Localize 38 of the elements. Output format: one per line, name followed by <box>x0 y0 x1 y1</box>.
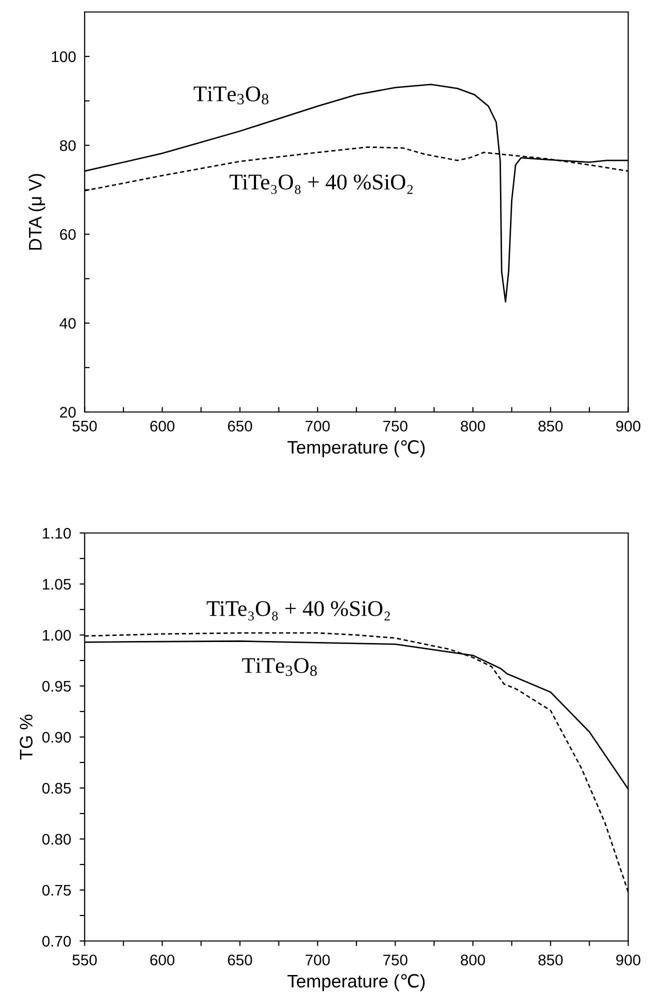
x-tick-label: 700 <box>306 420 330 432</box>
x-axis-title: Temperature (℃) <box>288 974 425 992</box>
x-tick-label: 600 <box>150 420 174 432</box>
series-label: TiTe₃O₈ + 40 %SiO₂ <box>230 174 413 194</box>
x-tick-label: 550 <box>72 954 97 966</box>
x-tick-label: 800 <box>460 420 486 432</box>
y-tick-label: 40 <box>60 318 76 329</box>
x-tick-label: 700 <box>306 954 330 966</box>
y-tick-label: 0.80 <box>42 834 71 845</box>
series-label: TiTe$_{3}$O$_{8}$ <box>194 86 268 104</box>
y-tick-label: 0.90 <box>42 732 71 743</box>
y-tick-label: 0.95 <box>42 680 71 692</box>
x-tick-label: 600 <box>150 954 174 966</box>
x-tick-label: 800 <box>460 954 486 966</box>
y-tick-label: 1.05 <box>42 578 71 590</box>
series-label: TiTe₃O₈ + 40 %SiO₂ <box>206 601 390 620</box>
y-tick-label: 100 <box>52 51 76 62</box>
x-tick-label: 900 <box>616 420 640 432</box>
x-tick-label: 650 <box>228 954 252 966</box>
y-tick-label: 1.10 <box>42 528 71 539</box>
x-tick-label: 900 <box>616 954 640 966</box>
y-axis-title: DTA (μ V) <box>28 174 46 250</box>
series-label: TiTe$_{3}$O$_{8}$ <box>242 658 317 676</box>
x-tick-label: 650 <box>228 420 252 432</box>
y-tick-label: 0.85 <box>42 782 71 794</box>
x-tick-label: 750 <box>383 954 408 966</box>
y-tick-label: 80 <box>60 140 76 152</box>
x-tick-label: 850 <box>538 954 563 966</box>
y-tick-label: 20 <box>60 406 76 418</box>
y-tick-label: 0.70 <box>42 936 71 947</box>
y-tick-label: 0.75 <box>42 884 71 896</box>
x-tick-label: 850 <box>538 420 563 432</box>
x-tick-label: 550 <box>72 420 97 432</box>
x-axis-title: Temperature (℃) <box>288 440 425 458</box>
y-tick-label: 60 <box>60 229 76 240</box>
x-tick-label: 750 <box>383 420 408 432</box>
y-axis-title: TG % <box>20 714 33 760</box>
y-tick-label: 1.00 <box>42 630 71 641</box>
